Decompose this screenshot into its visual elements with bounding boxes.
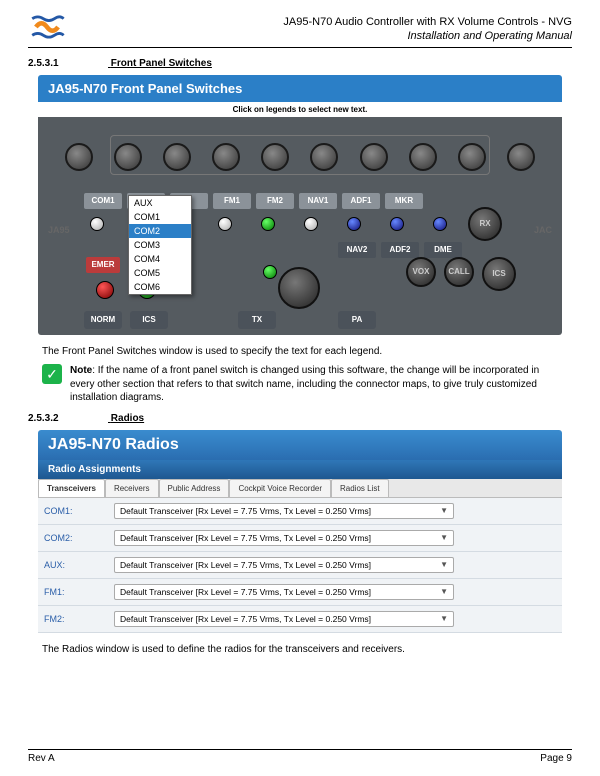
volume-knob[interactable] <box>261 143 289 171</box>
front-panel-switches-window: JA95-N70 Front Panel Switches Click on l… <box>38 75 562 335</box>
toggle-switch[interactable] <box>304 217 318 231</box>
tx-button[interactable]: TX <box>238 311 276 329</box>
ics-knob[interactable]: ICS <box>482 257 516 291</box>
volume-knob[interactable] <box>163 143 191 171</box>
legend-button[interactable]: NAV2 <box>338 242 376 258</box>
pa-button[interactable]: PA <box>338 311 376 329</box>
volume-knob[interactable] <box>409 143 437 171</box>
legend-button[interactable]: MKR <box>385 193 423 209</box>
volume-knob[interactable] <box>458 143 486 171</box>
doc-title: JA95-N70 Audio Controller with RX Volume… <box>283 15 572 29</box>
section-heading: 2.5.3.2 Radios <box>28 413 572 424</box>
tab-receivers[interactable]: Receivers <box>105 479 159 497</box>
section-heading: 2.5.3.1 Front Panel Switches <box>28 58 572 69</box>
vox-button[interactable]: VOX <box>406 257 436 287</box>
legend-dropdown[interactable]: AUX COM1 COM2 COM3 COM4 COM5 COM6 <box>128 195 192 295</box>
chevron-down-icon: ▼ <box>440 560 448 569</box>
toggle-switch[interactable] <box>261 217 275 231</box>
legend-button[interactable]: COM1 <box>84 193 122 209</box>
call-button[interactable]: CALL <box>444 257 474 287</box>
brand-label-left: JA95 <box>48 225 70 235</box>
dropdown-option[interactable]: COM6 <box>129 280 191 294</box>
volume-knob[interactable] <box>507 143 535 171</box>
chevron-down-icon: ▼ <box>440 506 448 515</box>
revision-label: Rev A <box>28 753 55 764</box>
chevron-down-icon: ▼ <box>440 614 448 623</box>
transceiver-select[interactable]: Default Transceiver [Rx Level = 7.75 Vrm… <box>114 503 454 519</box>
body-text: The Front Panel Switches window is used … <box>42 345 558 359</box>
radio-label: COM1: <box>38 498 108 525</box>
panel-title: JA95-N70 Front Panel Switches <box>38 75 562 102</box>
radio-label: COM2: <box>38 524 108 551</box>
volume-knob[interactable] <box>310 143 338 171</box>
norm-button[interactable]: NORM <box>84 311 122 329</box>
dropdown-option[interactable]: COM3 <box>129 238 191 252</box>
volume-knob[interactable] <box>360 143 388 171</box>
legend-button[interactable]: FM2 <box>256 193 294 209</box>
doc-subtitle: Installation and Operating Manual <box>283 29 572 43</box>
tab-public-address[interactable]: Public Address <box>159 479 230 497</box>
radios-title: JA95-N70 Radios <box>38 430 562 460</box>
front-panel-graphic: COM1 FM1 FM2 NAV1 ADF1 MKR NAV2 ADF2 DME… <box>38 117 562 335</box>
note-block: ✓ Note: If the name of a front panel swi… <box>42 364 558 405</box>
toggle-switch[interactable] <box>90 217 104 231</box>
check-icon: ✓ <box>42 364 62 384</box>
radios-tabs: Transceivers Receivers Public Address Co… <box>38 479 562 498</box>
radio-label: FM2: <box>38 605 108 632</box>
table-row: FM2: Default Transceiver [Rx Level = 7.75… <box>38 605 562 632</box>
brand-label-right: JAC <box>534 225 552 235</box>
toggle-switch[interactable] <box>347 217 361 231</box>
page-header: JA95-N70 Audio Controller with RX Volume… <box>28 15 572 48</box>
legend-button[interactable]: NAV1 <box>299 193 337 209</box>
radios-window: JA95-N70 Radios Radio Assignments Transc… <box>38 430 562 633</box>
body-text: The Radios window is used to define the … <box>42 643 558 657</box>
toggle-switch[interactable] <box>433 217 447 231</box>
table-row: AUX: Default Transceiver [Rx Level = 7.75… <box>38 551 562 578</box>
transceiver-select[interactable]: Default Transceiver [Rx Level = 7.75 Vrm… <box>114 557 454 573</box>
radios-subtitle: Radio Assignments <box>38 460 562 479</box>
toggle-switch[interactable] <box>263 265 277 279</box>
dropdown-option-selected[interactable]: COM2 <box>129 224 191 238</box>
knob-row <box>38 143 562 171</box>
chevron-down-icon: ▼ <box>440 533 448 542</box>
emer-button[interactable]: EMER <box>86 257 120 273</box>
radio-assignments-table: COM1: Default Transceiver [Rx Level = 7.7… <box>38 498 562 633</box>
rx-button[interactable]: RX <box>468 207 502 241</box>
ics-button[interactable]: ICS <box>130 311 168 329</box>
volume-knob[interactable] <box>114 143 142 171</box>
toggle-switch[interactable] <box>390 217 404 231</box>
volume-knob[interactable] <box>65 143 93 171</box>
dropdown-option[interactable]: AUX <box>129 196 191 210</box>
page-number: Page 9 <box>540 753 572 764</box>
table-row: FM1: Default Transceiver [Rx Level = 7.75… <box>38 578 562 605</box>
table-row: COM2: Default Transceiver [Rx Level = 7.7… <box>38 524 562 551</box>
transceiver-select[interactable]: Default Transceiver [Rx Level = 7.75 Vrm… <box>114 611 454 627</box>
transceiver-select[interactable]: Default Transceiver [Rx Level = 7.75 Vrm… <box>114 530 454 546</box>
tab-cvr[interactable]: Cockpit Voice Recorder <box>229 479 331 497</box>
dropdown-option[interactable]: COM5 <box>129 266 191 280</box>
legend-button[interactable]: FM1 <box>213 193 251 209</box>
page-footer: Rev A Page 9 <box>28 749 572 764</box>
radio-label: AUX: <box>38 551 108 578</box>
transceiver-select[interactable]: Default Transceiver [Rx Level = 7.75 Vrm… <box>114 584 454 600</box>
emer-led <box>96 281 114 299</box>
toggle-switch[interactable] <box>218 217 232 231</box>
panel-hint: Click on legends to select new text. <box>38 102 562 117</box>
tab-radios-list[interactable]: Radios List <box>331 479 389 497</box>
company-logo <box>28 15 66 39</box>
table-row: COM1: Default Transceiver [Rx Level = 7.7… <box>38 498 562 525</box>
legend-row-2: NAV2 ADF2 DME <box>338 242 467 258</box>
dropdown-option[interactable]: COM4 <box>129 252 191 266</box>
tab-transceivers[interactable]: Transceivers <box>38 479 105 497</box>
volume-knob[interactable] <box>212 143 240 171</box>
dropdown-option[interactable]: COM1 <box>129 210 191 224</box>
tx-selector-knob[interactable] <box>278 267 320 309</box>
radio-label: FM1: <box>38 578 108 605</box>
chevron-down-icon: ▼ <box>440 587 448 596</box>
legend-button[interactable]: ADF2 <box>381 242 419 258</box>
legend-button[interactable]: ADF1 <box>342 193 380 209</box>
note-text: Note: If the name of a front panel switc… <box>70 364 558 405</box>
legend-button[interactable]: DME <box>424 242 462 258</box>
